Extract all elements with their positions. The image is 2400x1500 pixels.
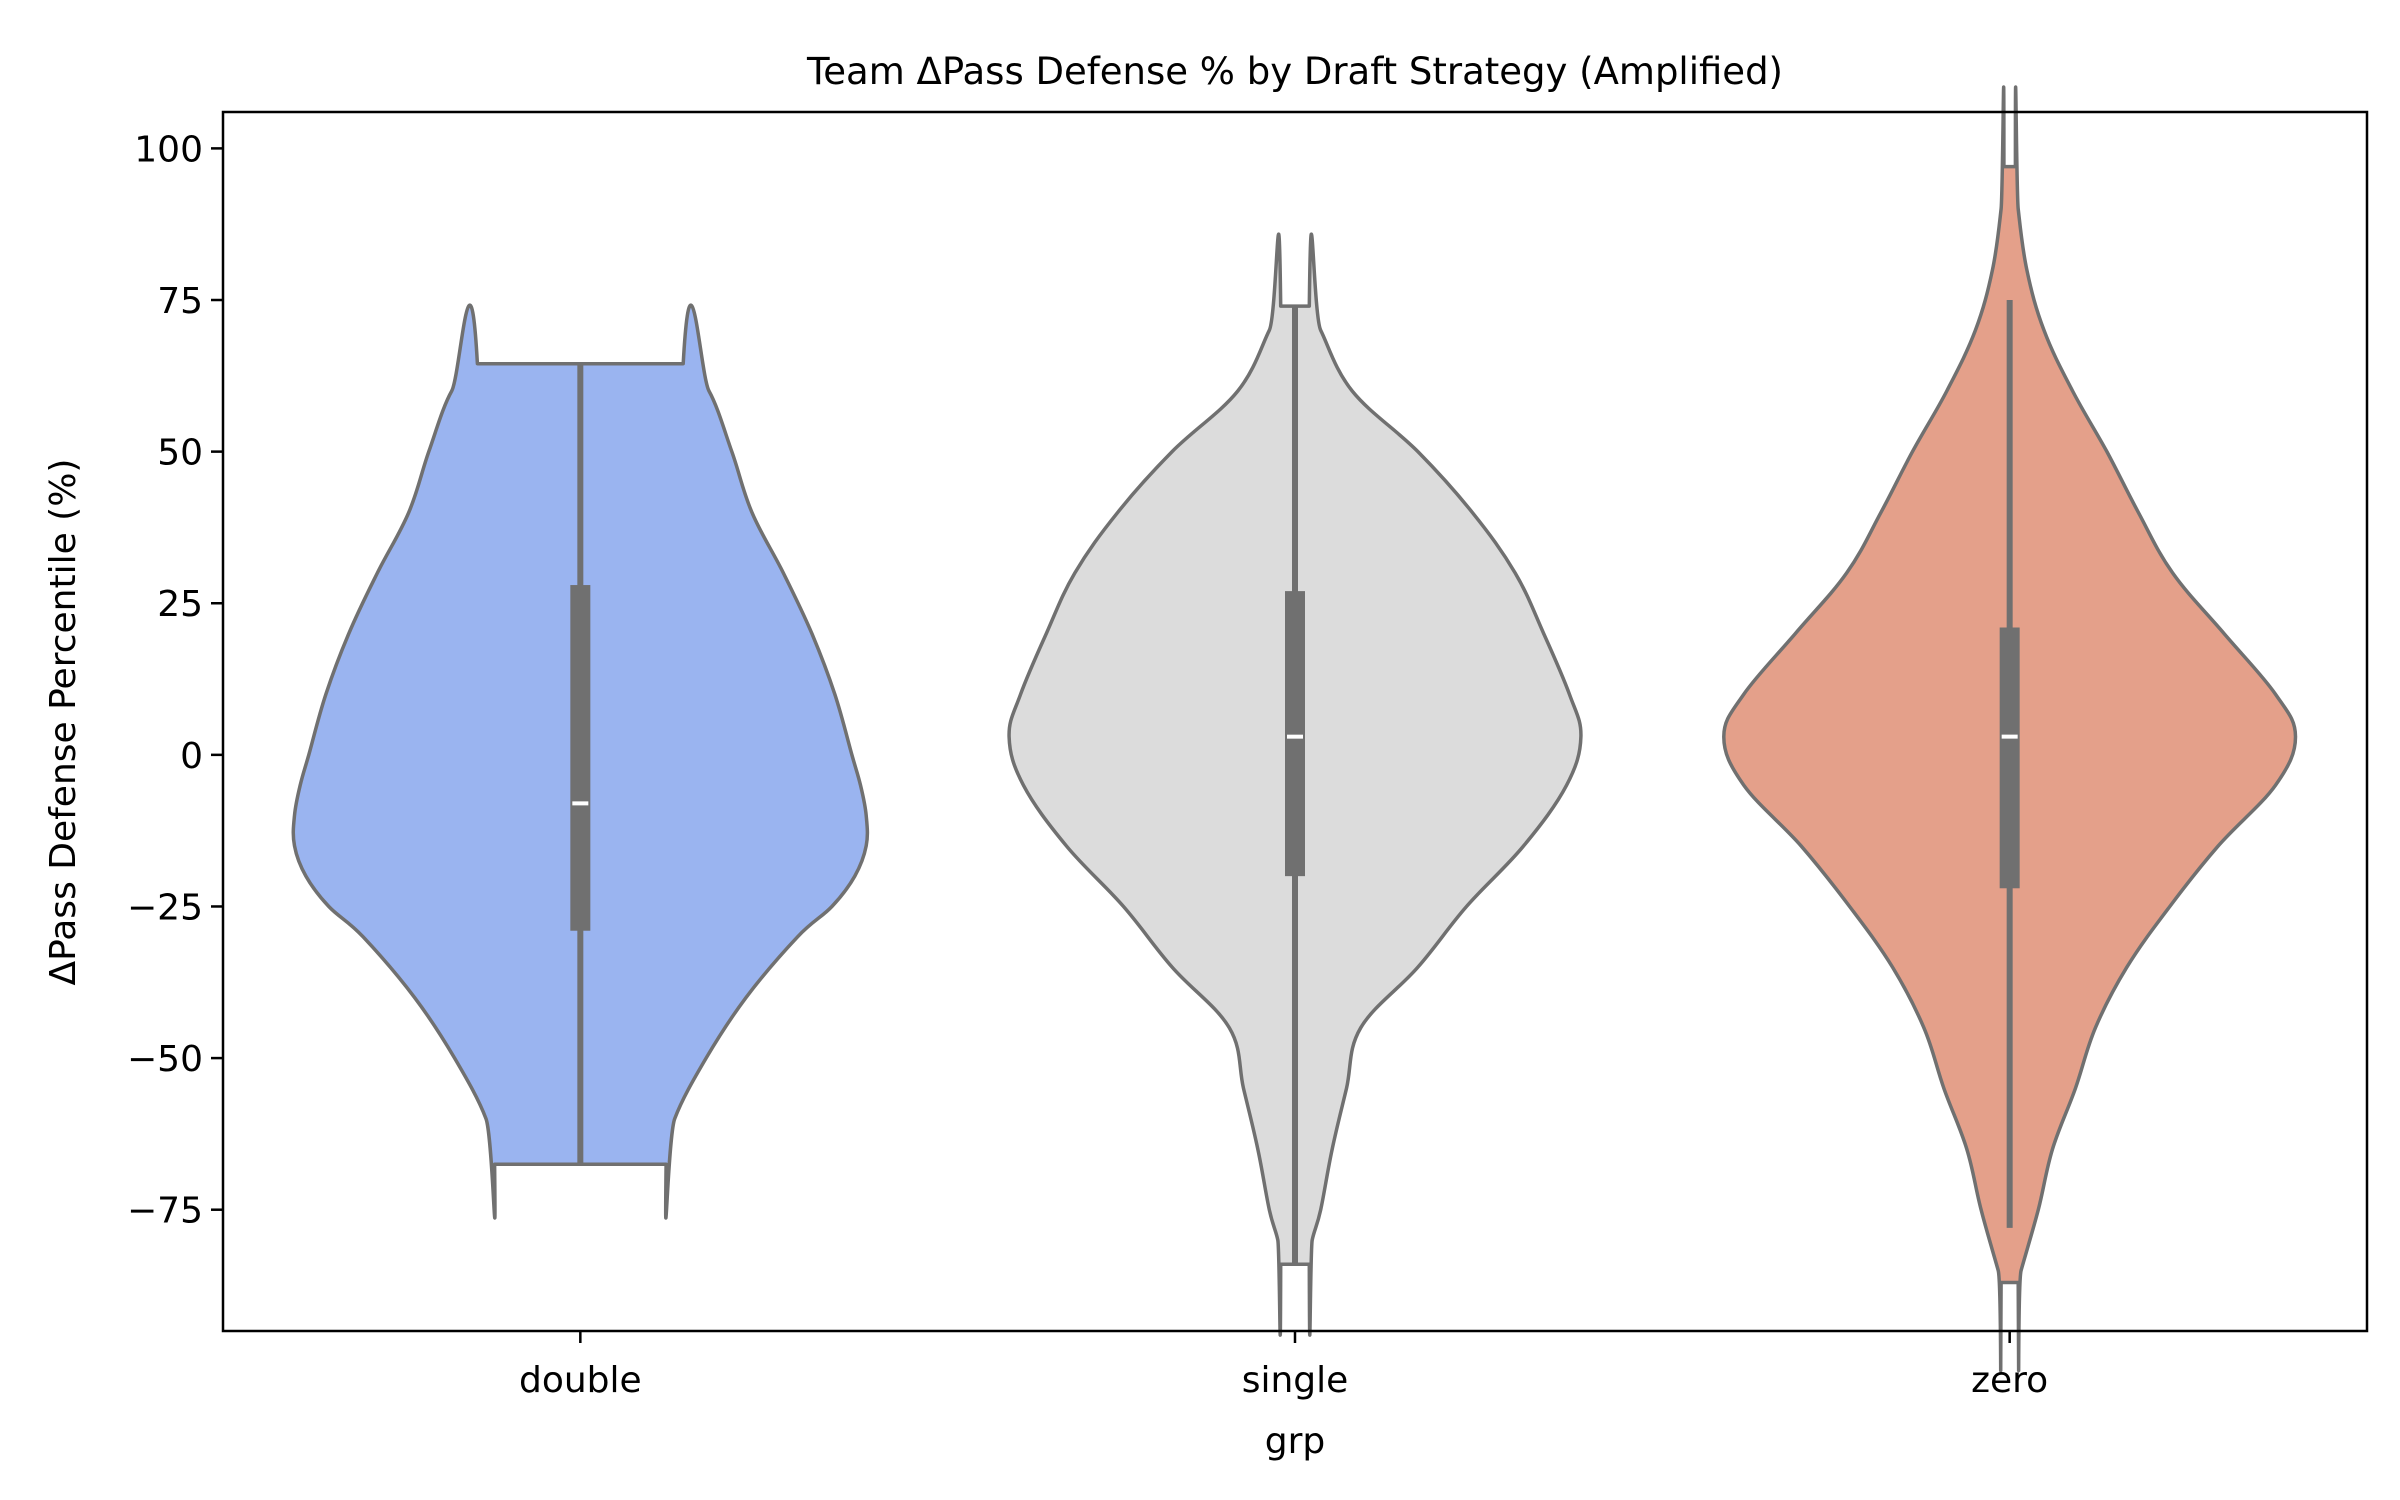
violins-layer xyxy=(291,85,2298,1373)
y-tick-label: 75 xyxy=(157,281,203,322)
x-tick-label-double: double xyxy=(519,1360,642,1401)
chart-title: Team ΔPass Defense % by Draft Strategy (… xyxy=(806,50,1783,93)
x-tick-label-zero: zero xyxy=(1971,1360,2048,1401)
y-tick-label: −75 xyxy=(127,1191,203,1232)
violin-single xyxy=(1007,232,1583,1337)
y-tick-label: 25 xyxy=(157,584,203,625)
y-tick-label: 100 xyxy=(134,129,203,170)
iqr-box-single xyxy=(1285,591,1305,877)
y-axis: 100 75 50 25 0 −25 −50 −75 xyxy=(127,129,223,1232)
x-axis-label: grp xyxy=(1265,1421,1326,1462)
violin-double xyxy=(291,303,870,1220)
iqr-box-double xyxy=(570,585,591,931)
x-axis: double single zero xyxy=(519,1331,2048,1401)
y-tick-label: 50 xyxy=(157,433,203,474)
plot-area-frame xyxy=(221,110,2369,1333)
x-tick-label-single: single xyxy=(1242,1360,1349,1401)
y-axis-label: ΔPass Defense Percentile (%) xyxy=(43,459,84,986)
violin-zero xyxy=(1722,85,2298,1373)
y-tick-label: 0 xyxy=(180,736,203,777)
y-tick-label: −50 xyxy=(127,1039,203,1080)
iqr-box-zero xyxy=(1999,627,2020,889)
y-tick-label: −25 xyxy=(127,887,203,928)
